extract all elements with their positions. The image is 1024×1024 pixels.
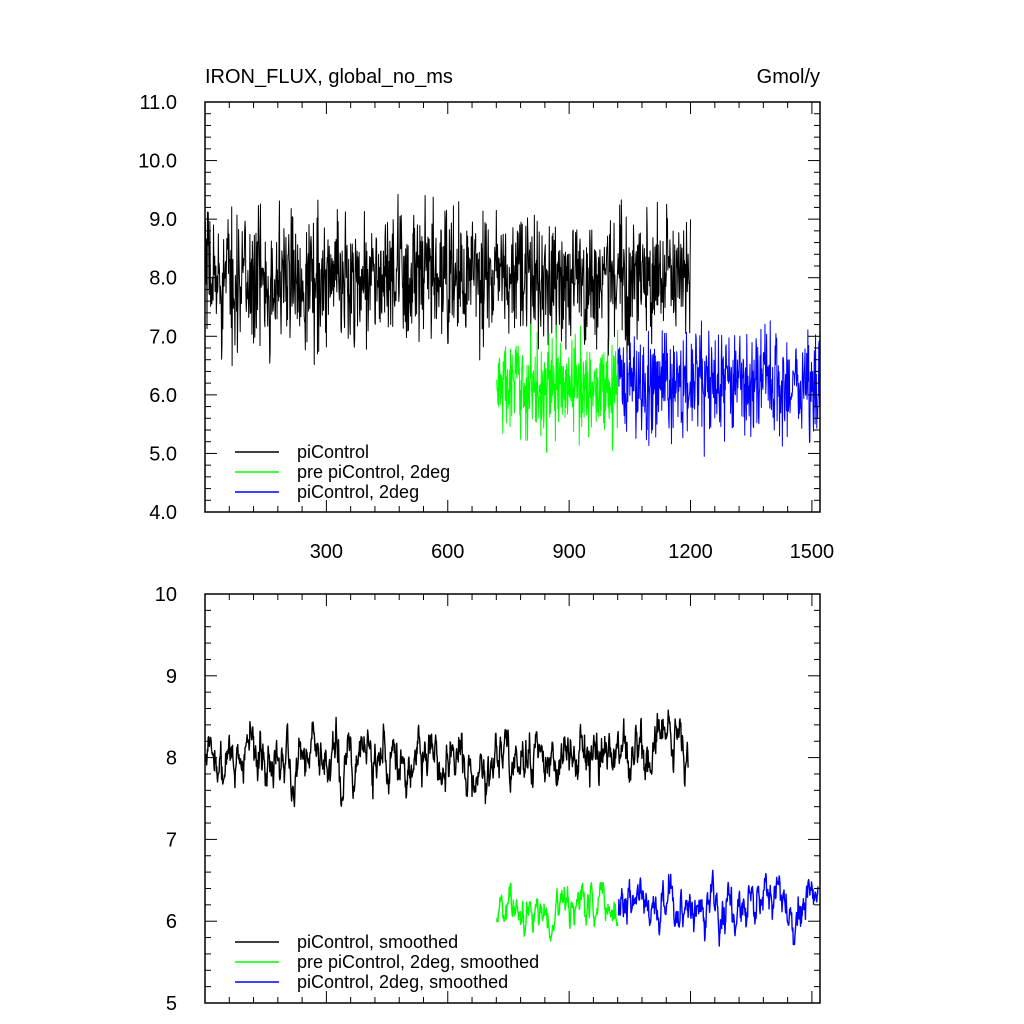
series-line-picontrol-2deg [617,320,820,457]
y-tick-label: 5 [166,993,177,1015]
y-tick-label: 10.0 [138,151,177,173]
legend-label: piControl, 2deg, smoothed [297,972,508,992]
legend-label: piControl, smoothed [297,932,458,952]
series-line-picontrol-smoothed [205,709,689,808]
y-tick-label: 8 [166,748,177,770]
y-tick-label: 5.0 [149,443,177,465]
series-line-picontrol [205,194,692,367]
y-tick-label: 10 [155,584,177,606]
plot-frame [204,101,821,513]
legend-label: piControl, 2deg [297,482,419,502]
x-tick-label: 300 [310,541,343,563]
y-tick-label: 8.0 [149,268,177,290]
y-tick-label: 9.0 [149,209,177,231]
legend-label: pre piControl, 2deg, smoothed [297,952,539,972]
legend-label: pre piControl, 2deg [297,462,450,482]
y-tick-label: 6.0 [149,385,177,407]
legend-label: piControl [297,442,369,462]
x-tick-label: 600 [431,541,464,563]
y-tick-label: 9 [166,666,177,688]
series-line-pre-picontrol-2deg-smoothed [496,882,619,942]
plot-frame [204,593,821,1004]
series-line-picontrol-2deg-smoothed [617,869,819,947]
x-tick-label: 1200 [668,541,713,563]
x-tick-label: 1500 [790,541,835,563]
y-tick-label: 6 [166,911,177,933]
y-tick-label: 7 [166,829,177,851]
y-tick-label: 7.0 [149,326,177,348]
plot-area [205,194,820,457]
x-tick-label: 900 [552,541,585,563]
series-line-pre-picontrol-2deg [496,323,619,453]
plot-area [205,709,819,947]
top-panel: 4.0 5.0 6.0 7.0 8.0 9.0 10.0 11.0 300 600 900 1200 1… [138,66,834,563]
units-label: Gmol/y [757,66,820,88]
chart-title: IRON_FLUX, global_no_ms [205,66,453,88]
y-tick-label: 11.0 [140,92,177,114]
y-tick-label: 4.0 [149,502,177,524]
